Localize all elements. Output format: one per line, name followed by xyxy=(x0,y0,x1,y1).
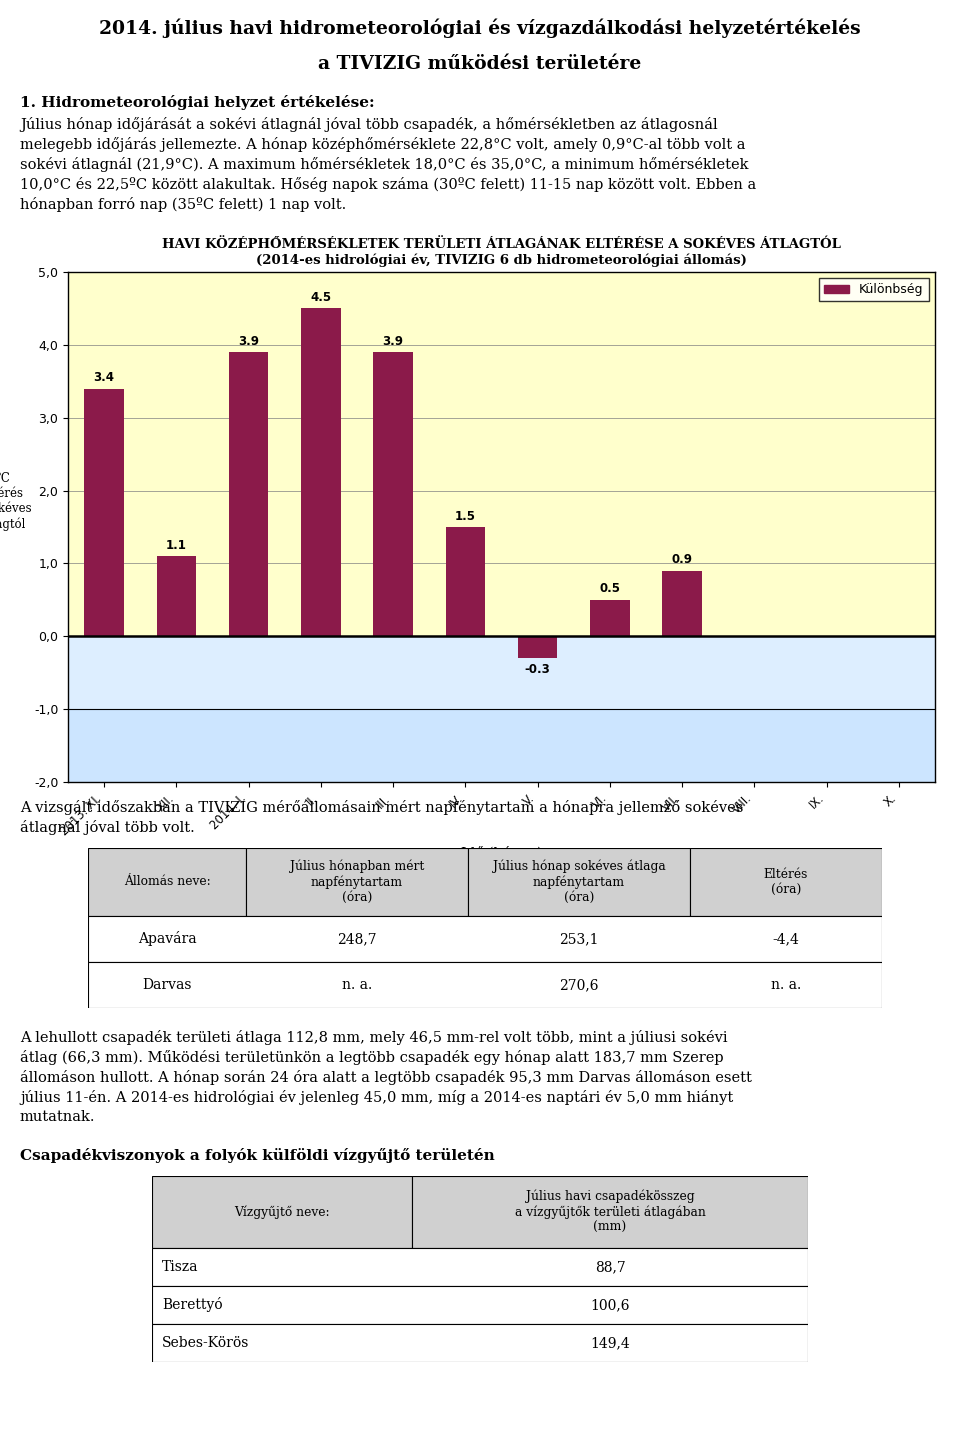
Text: 248,7: 248,7 xyxy=(337,932,377,946)
Text: Tisza: Tisza xyxy=(162,1260,199,1273)
Text: 253,1: 253,1 xyxy=(560,932,599,946)
Text: 3.9: 3.9 xyxy=(383,334,403,348)
Text: Sebes-Körös: Sebes-Körös xyxy=(162,1336,250,1349)
Bar xyxy=(690,847,882,916)
Text: 4.5: 4.5 xyxy=(310,291,331,304)
Text: 1.1: 1.1 xyxy=(166,539,187,552)
Bar xyxy=(152,1176,412,1248)
Text: Július havi csapadékösszeg
a vízgyűjtők területi átlagában
(mm): Július havi csapadékösszeg a vízgyűjtők … xyxy=(515,1190,706,1235)
Text: a TIVIZIG működési területére: a TIVIZIG működési területére xyxy=(319,54,641,73)
Text: Eltérés
(óra): Eltérés (óra) xyxy=(764,868,808,896)
Text: Július hónapban mért
napfénytartam
(óra): Július hónapban mért napfénytartam (óra) xyxy=(290,860,424,903)
Text: 100,6: 100,6 xyxy=(590,1298,630,1312)
Bar xyxy=(88,962,882,1008)
Text: Július hónap időjárását a sokévi átlagnál jóval több csapadék, a hőmérsékletben : Július hónap időjárását a sokévi átlagná… xyxy=(20,118,718,132)
Bar xyxy=(152,1324,808,1362)
Text: Csapadékviszonyok a folyók külföldi vízgyűjtő területén: Csapadékviszonyok a folyók külföldi vízg… xyxy=(20,1149,494,1163)
Bar xyxy=(373,353,413,637)
Text: állomáson hullott. A hónap során 24 óra alatt a legtöbb csapadék 95,3 mm Darvas : állomáson hullott. A hónap során 24 óra … xyxy=(20,1070,752,1086)
Text: Apavára: Apavára xyxy=(137,932,196,946)
Text: -4,4: -4,4 xyxy=(773,932,800,946)
Text: n. a.: n. a. xyxy=(342,978,372,992)
Text: 3.4: 3.4 xyxy=(94,371,114,384)
Bar xyxy=(662,571,702,637)
Text: n. a.: n. a. xyxy=(771,978,802,992)
Text: átlag (66,3 mm). Működési területünkön a legtöbb csapadék egy hónap alatt 183,7 : átlag (66,3 mm). Működési területünkön a… xyxy=(20,1050,724,1065)
Text: Darvas: Darvas xyxy=(142,978,192,992)
Text: Július hónap sokéves átlaga
napfénytartam
(óra): Július hónap sokéves átlaga napfénytarta… xyxy=(492,860,665,903)
Text: -0.3: -0.3 xyxy=(525,663,550,675)
Text: mutatnak.: mutatnak. xyxy=(20,1110,95,1124)
Text: 1. Hidrometeorológiai helyzet értékelése:: 1. Hidrometeorológiai helyzet értékelése… xyxy=(20,95,374,110)
Bar xyxy=(246,847,468,916)
Text: 270,6: 270,6 xyxy=(560,978,599,992)
Text: 0.5: 0.5 xyxy=(599,582,620,595)
Text: átlagnál jóval több volt.: átlagnál jóval több volt. xyxy=(20,820,195,835)
Text: A vizsgált időszakban a TIVIZIG mérőállomásain mért napfénytartam a hónapra jell: A vizsgált időszakban a TIVIZIG mérőállo… xyxy=(20,800,743,815)
Bar xyxy=(301,308,341,637)
Text: 88,7: 88,7 xyxy=(594,1260,625,1273)
Bar xyxy=(228,353,269,637)
Bar xyxy=(412,1176,808,1248)
Text: Állomás neve:: Állomás neve: xyxy=(124,876,210,889)
Text: Vízgyűjtő neve:: Vízgyűjtő neve: xyxy=(234,1205,330,1219)
X-axis label: Idő (hónap): Idő (hónap) xyxy=(461,846,542,862)
Text: hónapban forró nap (35ºC felett) 1 nap volt.: hónapban forró nap (35ºC felett) 1 nap v… xyxy=(20,196,347,212)
Text: 149,4: 149,4 xyxy=(590,1336,630,1349)
Bar xyxy=(84,389,124,637)
Bar xyxy=(590,599,630,637)
Bar xyxy=(68,710,935,782)
Bar xyxy=(88,916,882,962)
Bar xyxy=(68,637,935,710)
Title: HAVI KÖZÉPHŐMÉRSÉKLETEK TERÜLETI ÁTLAGÁNAK ELTÉRÉSE A SOKÉVES ÁTLAGTÓL
(2014-es : HAVI KÖZÉPHŐMÉRSÉKLETEK TERÜLETI ÁTLAGÁN… xyxy=(162,238,841,267)
Bar xyxy=(152,1286,808,1324)
Text: 10,0°C és 22,5ºC között alakultak. Hőség napok száma (30ºC felett) 11-15 nap köz: 10,0°C és 22,5ºC között alakultak. Hőség… xyxy=(20,176,756,192)
Text: A lehullott csapadék területi átlaga 112,8 mm, mely 46,5 mm-rel volt több, mint : A lehullott csapadék területi átlaga 112… xyxy=(20,1030,728,1045)
Bar xyxy=(517,637,558,658)
Text: 2014. július havi hidrometeorológiai és vízgazdálkodási helyzetértékelés: 2014. július havi hidrometeorológiai és … xyxy=(99,19,861,37)
Bar xyxy=(468,847,690,916)
Text: 3.9: 3.9 xyxy=(238,334,259,348)
Y-axis label: °C
eltérés
a sokéves
átlagtól: °C eltérés a sokéves átlagtól xyxy=(0,472,32,531)
Bar xyxy=(156,556,196,637)
Text: július 11-én. A 2014-es hidrológiai év jelenleg 45,0 mm, míg a 2014-es naptári é: július 11-én. A 2014-es hidrológiai év j… xyxy=(20,1090,733,1106)
Bar xyxy=(152,1248,808,1286)
Text: melegebb időjárás jellemezte. A hónap középhőmérséklete 22,8°C volt, amely 0,9°C: melegebb időjárás jellemezte. A hónap kö… xyxy=(20,138,746,152)
Text: sokévi átlagnál (21,9°C). A maximum hőmérsékletek 18,0°C és 35,0°C, a minimum hő: sokévi átlagnál (21,9°C). A maximum hőmé… xyxy=(20,156,749,172)
Text: Berettyó: Berettyó xyxy=(162,1298,223,1312)
Legend: Különbség: Különbség xyxy=(819,278,928,301)
Text: 0.9: 0.9 xyxy=(672,554,692,566)
Bar xyxy=(445,528,485,637)
Text: 1.5: 1.5 xyxy=(455,509,476,522)
Bar xyxy=(88,847,246,916)
